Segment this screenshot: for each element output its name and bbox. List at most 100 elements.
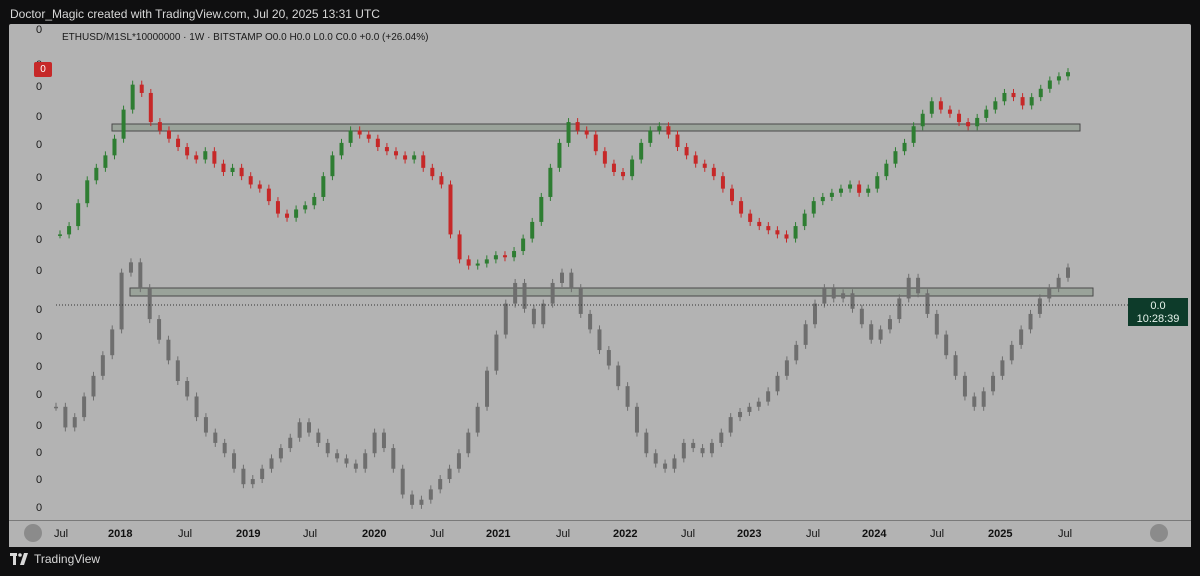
candle [230, 167, 235, 172]
candle [738, 411, 743, 418]
candle [878, 329, 883, 340]
candle [484, 259, 489, 264]
candle [681, 442, 686, 459]
candle [344, 458, 349, 464]
time-axis-year-label: 2020 [362, 528, 387, 540]
y-axis-label: 0 [36, 201, 43, 213]
top-bar: Doctor_Magic created with TradingView.co… [0, 0, 1200, 28]
y-axis-label: 0 [36, 265, 43, 277]
candle [691, 442, 696, 449]
candle [991, 375, 996, 392]
candle [984, 109, 989, 118]
footer: TradingView [10, 552, 100, 566]
candle [275, 201, 280, 214]
y-axis-label: 0 [36, 111, 43, 123]
candle [76, 203, 81, 227]
candle [938, 101, 943, 110]
candle [94, 167, 99, 181]
candle [260, 468, 265, 480]
candle [611, 163, 616, 172]
scroll-right-button[interactable] [1150, 524, 1168, 542]
candle [1002, 92, 1007, 102]
candle [438, 479, 443, 490]
candle [91, 375, 96, 397]
candle [394, 151, 398, 156]
candle [112, 138, 117, 156]
candle [85, 180, 90, 204]
candle [138, 262, 143, 289]
chart-frame[interactable] [9, 24, 1191, 546]
candle [103, 155, 108, 168]
time-axis-month-label: Jul [556, 528, 571, 540]
y-axis-label: 0 [36, 81, 43, 93]
candle [139, 84, 144, 93]
candle [578, 288, 583, 314]
candle [430, 167, 435, 177]
candle [353, 463, 358, 469]
candle [1038, 88, 1043, 98]
candle [366, 134, 371, 139]
candle [512, 251, 517, 258]
candle [739, 201, 744, 214]
candle [730, 188, 734, 202]
candle [884, 163, 889, 177]
candle [1028, 313, 1033, 330]
candle [148, 92, 153, 123]
candle [766, 226, 771, 231]
candle [575, 122, 580, 131]
candle [875, 176, 880, 189]
candle [63, 406, 68, 428]
candle [794, 344, 799, 361]
candle [541, 303, 546, 325]
candle [625, 386, 630, 407]
time-axis-year-label: 2025 [988, 528, 1013, 540]
candle [494, 334, 499, 371]
scroll-left-button[interactable] [24, 524, 42, 542]
candle [428, 489, 433, 500]
time-axis-month-label: Jul [681, 528, 696, 540]
candle [711, 167, 716, 177]
y-axis-label: 0 [36, 420, 43, 432]
candle [1056, 76, 1061, 81]
candle [412, 155, 417, 160]
time-axis-year-label: 2024 [862, 528, 887, 540]
candle [175, 360, 180, 381]
candle [232, 453, 237, 469]
candle [857, 184, 862, 193]
candle [166, 339, 171, 361]
candle [203, 417, 208, 433]
candle [630, 159, 635, 177]
candle [893, 151, 898, 164]
candle [1009, 344, 1014, 361]
time-axis-month-label: Jul [930, 528, 945, 540]
resistance-zone[interactable] [129, 287, 1094, 297]
resistance-zone[interactable] [111, 123, 1081, 132]
candle [1066, 267, 1070, 278]
candle [748, 213, 753, 222]
candle [621, 172, 626, 177]
chart-legend: ETHUSD/M1SL*10000000 · 1W · BITSTAMP O0.… [62, 32, 429, 43]
candle [119, 272, 124, 330]
candle [584, 130, 589, 135]
candle [539, 196, 544, 222]
candle [693, 155, 698, 164]
candle [916, 277, 921, 294]
candle [702, 163, 707, 168]
candle [100, 355, 105, 376]
candle [831, 288, 836, 299]
y-axis-label: 0 [36, 361, 43, 373]
candle [560, 272, 564, 283]
time-axis[interactable] [9, 520, 1191, 547]
candle [325, 442, 330, 454]
candle [285, 213, 290, 218]
candle [588, 313, 593, 330]
candle [466, 432, 471, 454]
candle [925, 293, 930, 314]
candle [1020, 97, 1025, 106]
candle [593, 134, 598, 152]
candle [248, 176, 253, 185]
candle [634, 406, 639, 433]
y-axis-label: 0 [36, 172, 43, 184]
candle [403, 155, 408, 160]
